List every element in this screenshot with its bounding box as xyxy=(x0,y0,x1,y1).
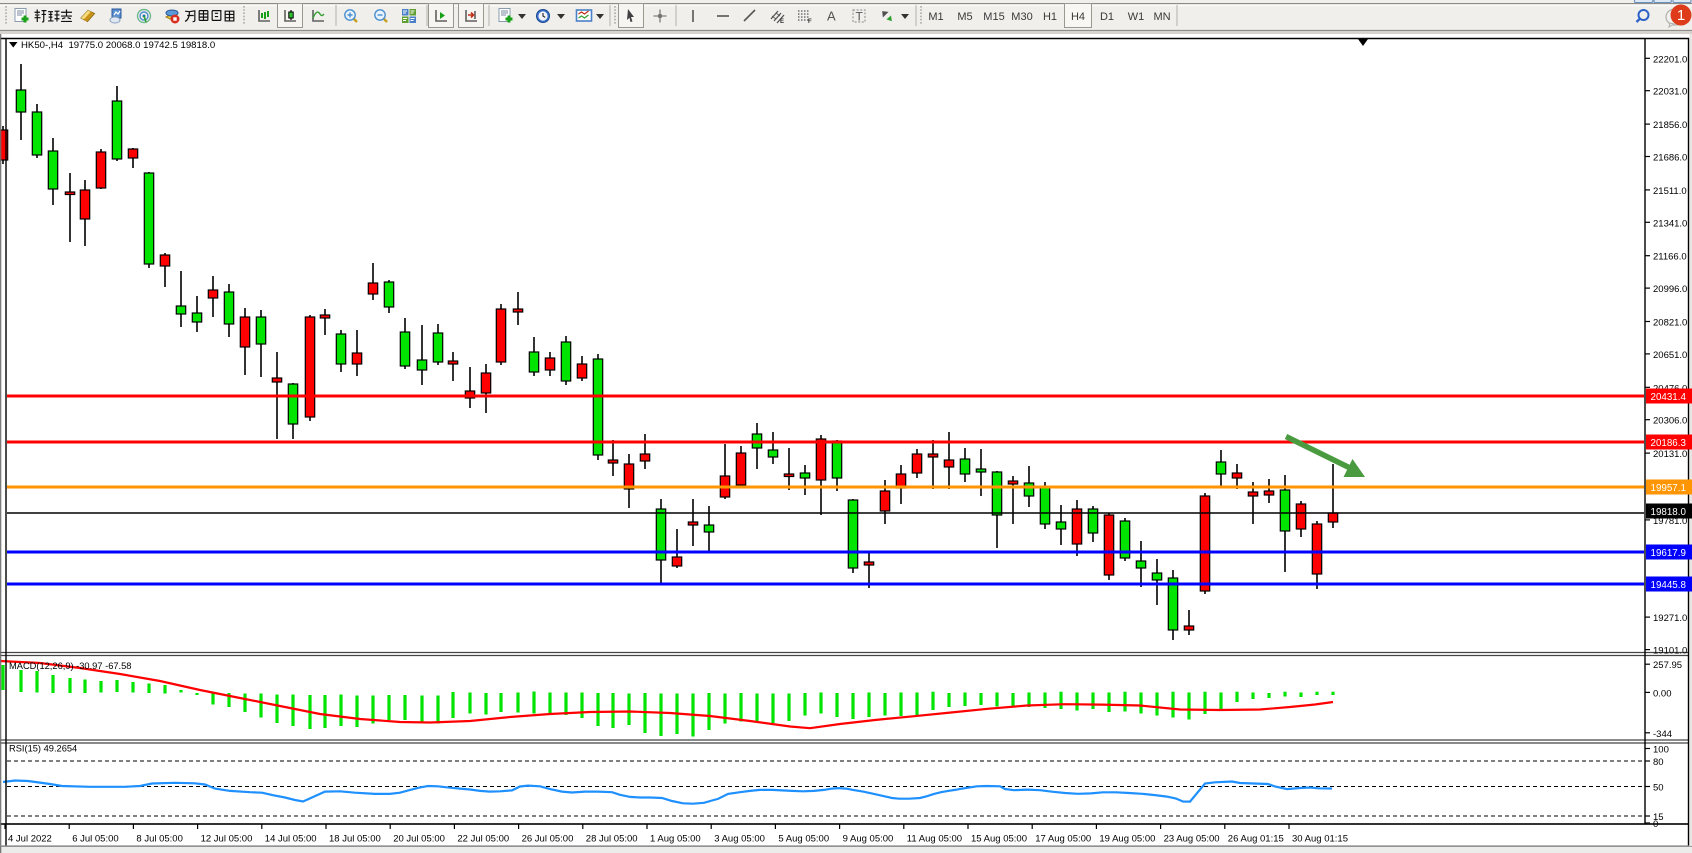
svg-text:12 Jul 05:00: 12 Jul 05:00 xyxy=(201,834,253,845)
svg-text:28 Jul 05:00: 28 Jul 05:00 xyxy=(586,834,638,845)
svg-text:H1: H1 xyxy=(1043,11,1057,23)
svg-text:F: F xyxy=(808,19,812,25)
svg-text:9 Aug 05:00: 9 Aug 05:00 xyxy=(843,834,894,845)
svg-text:19617.9: 19617.9 xyxy=(1651,548,1686,559)
svg-text:19101.0: 19101.0 xyxy=(1653,646,1687,657)
svg-text:E: E xyxy=(780,19,784,25)
svg-text:257.95: 257.95 xyxy=(1653,660,1682,671)
svg-text:5 Aug 05:00: 5 Aug 05:00 xyxy=(778,834,829,845)
svg-text:19957.1: 19957.1 xyxy=(1651,483,1686,494)
svg-text:20186.3: 20186.3 xyxy=(1651,438,1687,449)
svg-text:20996.0: 20996.0 xyxy=(1653,284,1687,295)
svg-text:4 Jul 2022: 4 Jul 2022 xyxy=(8,834,52,845)
svg-text:21856.0: 21856.0 xyxy=(1653,120,1687,131)
svg-text:1 Aug 05:00: 1 Aug 05:00 xyxy=(650,834,701,845)
svg-text:RSI(15) 49.2654: RSI(15) 49.2654 xyxy=(9,744,77,754)
svg-text:HK50-,H4 19775.0 20068.0 1974: HK50-,H4 19775.0 20068.0 19742.5 19818.0 xyxy=(21,40,215,51)
svg-text:20 Jul 05:00: 20 Jul 05:00 xyxy=(393,834,445,845)
svg-text:19271.0: 19271.0 xyxy=(1653,613,1687,624)
svg-text:A: A xyxy=(827,9,836,24)
svg-text:22031.0: 22031.0 xyxy=(1653,87,1687,98)
svg-text:8 Jul 05:00: 8 Jul 05:00 xyxy=(136,834,182,845)
svg-text:21686.0: 21686.0 xyxy=(1653,153,1687,164)
svg-text:T: T xyxy=(856,10,864,24)
svg-text:14 Jul 05:00: 14 Jul 05:00 xyxy=(265,834,317,845)
svg-text:23 Aug 05:00: 23 Aug 05:00 xyxy=(1164,834,1220,845)
svg-text:D1: D1 xyxy=(1100,11,1114,23)
svg-text:W1: W1 xyxy=(1128,11,1145,23)
svg-text:30 Aug 01:15: 30 Aug 01:15 xyxy=(1292,834,1348,845)
svg-text:50: 50 xyxy=(1653,783,1664,794)
svg-text:21341.0: 21341.0 xyxy=(1653,218,1687,229)
svg-text:15 Aug 05:00: 15 Aug 05:00 xyxy=(971,834,1027,845)
svg-text:21511.0: 21511.0 xyxy=(1653,186,1687,197)
svg-text:MN: MN xyxy=(1153,11,1170,23)
svg-text:15: 15 xyxy=(1653,812,1664,823)
svg-text:3 Aug 05:00: 3 Aug 05:00 xyxy=(714,834,765,845)
svg-text:17 Aug 05:00: 17 Aug 05:00 xyxy=(1035,834,1091,845)
svg-text:22201.0: 22201.0 xyxy=(1653,54,1687,65)
svg-text:M30: M30 xyxy=(1011,11,1032,23)
svg-text:19781.0: 19781.0 xyxy=(1653,516,1687,527)
svg-text:0: 0 xyxy=(1653,819,1658,830)
svg-text:18 Jul 05:00: 18 Jul 05:00 xyxy=(329,834,381,845)
svg-text:MACD(12,26,9) -30.97 -67.58: MACD(12,26,9) -30.97 -67.58 xyxy=(9,661,131,671)
svg-text:H4: H4 xyxy=(1071,11,1085,23)
svg-text:22 Jul 05:00: 22 Jul 05:00 xyxy=(457,834,509,845)
svg-text:20306.0: 20306.0 xyxy=(1653,416,1687,427)
svg-text:11 Aug 05:00: 11 Aug 05:00 xyxy=(907,834,962,845)
svg-text:20131.0: 20131.0 xyxy=(1653,449,1687,460)
svg-text:20651.0: 20651.0 xyxy=(1653,350,1687,361)
svg-text:1: 1 xyxy=(1677,7,1685,24)
svg-text:20821.0: 20821.0 xyxy=(1653,318,1687,329)
svg-text:19 Aug 05:00: 19 Aug 05:00 xyxy=(1099,834,1155,845)
svg-text:20431.4: 20431.4 xyxy=(1651,392,1687,403)
svg-text:100: 100 xyxy=(1653,745,1669,756)
svg-text:M5: M5 xyxy=(957,11,972,23)
svg-text:19445.8: 19445.8 xyxy=(1651,580,1687,591)
svg-text:26 Aug 01:15: 26 Aug 01:15 xyxy=(1228,834,1284,845)
svg-text:26 Jul 05:00: 26 Jul 05:00 xyxy=(522,834,574,845)
svg-text:0.00: 0.00 xyxy=(1653,688,1672,699)
svg-text:21166.0: 21166.0 xyxy=(1653,252,1687,263)
svg-text:80: 80 xyxy=(1653,757,1664,768)
svg-text:M15: M15 xyxy=(983,11,1004,23)
svg-text:M1: M1 xyxy=(928,11,943,23)
svg-text:-344: -344 xyxy=(1653,729,1672,740)
svg-text:19818.0: 19818.0 xyxy=(1651,507,1687,518)
svg-text:6 Jul 05:00: 6 Jul 05:00 xyxy=(72,834,118,845)
